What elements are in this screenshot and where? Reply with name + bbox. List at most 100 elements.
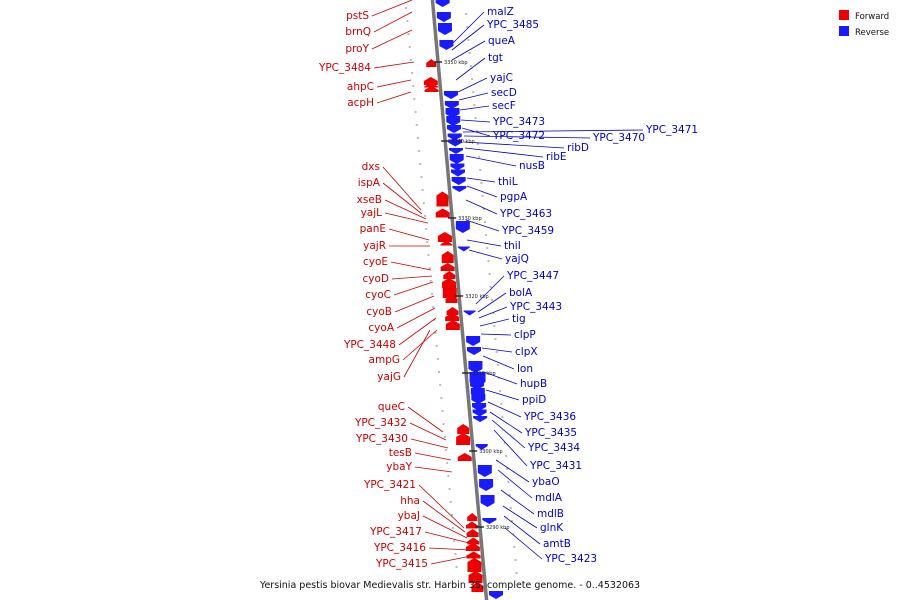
gene-label-clpP: clpP <box>514 329 536 341</box>
leader-line-tesB <box>414 452 452 461</box>
leader-line-malZ <box>451 11 485 45</box>
forward-gene-arrowhead <box>467 558 482 562</box>
caption: Yersinia pestis biovar Medievalis str. H… <box>259 580 640 591</box>
gene-label-YPC_3470: YPC_3470 <box>592 132 645 144</box>
reverse-gene-arrowhead <box>457 247 470 252</box>
leader-line-ispA <box>382 182 423 215</box>
leader-line-nusB <box>465 155 517 167</box>
gene-label-yajL: yajL <box>361 207 383 219</box>
leader-line-YPC_3421 <box>418 484 465 529</box>
leader-line-YPC_3484 <box>373 61 415 69</box>
tick-label: 3310 kbp <box>472 371 496 377</box>
gene-label-malZ: malZ <box>487 6 514 18</box>
reverse-gene-block <box>435 0 450 3</box>
leader-line-ahpC <box>376 79 412 88</box>
forward-gene-arrowhead <box>466 529 479 533</box>
reverse-gene-arrowhead <box>435 3 450 7</box>
gene-label-YPC_3436: YPC_3436 <box>523 411 576 423</box>
gene-label-ispA: ispA <box>358 177 381 189</box>
gene-label-cyoE: cyoE <box>363 256 388 268</box>
reverse-gene-block <box>439 40 454 46</box>
gene-label-brnQ: brnQ <box>345 26 371 38</box>
reverse-gene-arrowhead <box>468 369 483 373</box>
leader-line-yajQ <box>468 249 503 260</box>
reverse-gene-block <box>469 372 486 382</box>
reverse-gene-block <box>450 163 465 167</box>
leader-line-thiL <box>466 177 496 183</box>
forward-gene-arrowhead <box>424 82 439 87</box>
forward-gene-arrowhead <box>468 571 483 575</box>
gene-label-tig: tig <box>512 313 526 325</box>
leader-line-brnQ <box>373 11 413 33</box>
forward-gene-arrowhead <box>426 59 437 63</box>
reverse-gene-block <box>451 177 466 181</box>
forward-gene-arrowhead <box>467 537 480 542</box>
forward-gene-arrowhead <box>441 251 454 255</box>
reverse-gene-block <box>443 91 458 95</box>
leader-line-cyoB <box>394 295 435 313</box>
leader-line-ybaJ <box>422 515 468 539</box>
reverse-gene-block <box>470 388 485 394</box>
forward-gene-arrowhead <box>457 424 470 428</box>
legend-forward-swatch <box>839 10 849 20</box>
reverse-gene-block <box>471 394 486 400</box>
reverse-gene-block <box>436 12 451 18</box>
leader-line-YPC_3431 <box>493 429 528 467</box>
forward-gene-block <box>465 525 478 529</box>
forward-gene-block <box>466 555 481 559</box>
gene-label-tesB: tesB <box>389 447 412 459</box>
reverse-gene-arrowhead <box>463 311 476 316</box>
forward-gene-block <box>467 517 478 521</box>
gene-label-YPC_3484: YPC_3484 <box>318 62 371 74</box>
leader-line-bolA <box>477 292 507 313</box>
gene-label-thiI: thiI <box>504 240 521 252</box>
leader-line-ybaO <box>495 459 530 483</box>
reverse-gene-block <box>472 409 487 413</box>
leader-line-ribD <box>463 141 565 149</box>
gene-label-nusB: nusB <box>519 160 545 172</box>
reverse-gene-arrowhead <box>446 129 461 133</box>
forward-gene-arrowhead <box>465 521 478 526</box>
reverse-gene-arrowhead <box>455 229 470 233</box>
gene-label-YPC_3463: YPC_3463 <box>499 208 552 220</box>
gene-label-yajQ: yajQ <box>505 253 529 265</box>
forward-gene-arrowhead <box>442 278 457 282</box>
gene-features <box>423 0 504 599</box>
forward-gene-arrowhead <box>436 191 449 196</box>
gene-label-thiL: thiL <box>498 176 518 188</box>
reverse-gene-arrowhead <box>448 142 463 147</box>
leader-line-amtB <box>503 515 541 545</box>
gene-label-YPC_3485: YPC_3485 <box>486 19 539 31</box>
leader-line-cyoA <box>396 307 436 329</box>
gene-label-clpX: clpX <box>515 346 538 358</box>
reverse-gene-arrowhead <box>449 160 464 164</box>
leader-line-cyoD <box>391 275 433 280</box>
reverse-gene-arrowhead <box>448 150 463 154</box>
reverse-gene-arrowhead <box>446 122 461 126</box>
reverse-gene-block <box>437 23 452 31</box>
forward-gene-block <box>440 244 453 246</box>
forward-gene-block <box>437 236 452 242</box>
gene-label-ybaO: ybaO <box>532 476 560 488</box>
forward-gene-block <box>441 255 454 263</box>
gene-label-ribE: ribE <box>546 151 567 163</box>
reverse-gene-arrowhead <box>450 166 465 171</box>
forward-gene-block <box>440 267 455 271</box>
gene-label-YPC_3447: YPC_3447 <box>506 270 559 282</box>
leader-lines <box>371 0 644 565</box>
gene-label-lon: lon <box>517 363 533 375</box>
leader-line-thiI <box>466 239 502 247</box>
leader-line-YPC_3471 <box>462 129 644 133</box>
leader-line-cyoE <box>390 261 432 271</box>
reverse-gene-arrowhead <box>452 188 467 192</box>
tick-marks: 3350 kbp 3340 kbp 3330 kbp 3320 kbp 3310 kbp… <box>405 7 518 574</box>
gene-label-YPC_3432: YPC_3432 <box>354 417 407 429</box>
reverse-gene-block <box>446 125 461 129</box>
gene-label-tgt: tgt <box>488 52 503 64</box>
forward-gene-block <box>442 288 457 298</box>
tick-label: 3350 kbp <box>444 60 468 66</box>
reverse-gene-arrowhead <box>450 172 465 177</box>
forward-gene-block <box>435 212 450 218</box>
reverse-gene-arrowhead <box>482 520 497 524</box>
